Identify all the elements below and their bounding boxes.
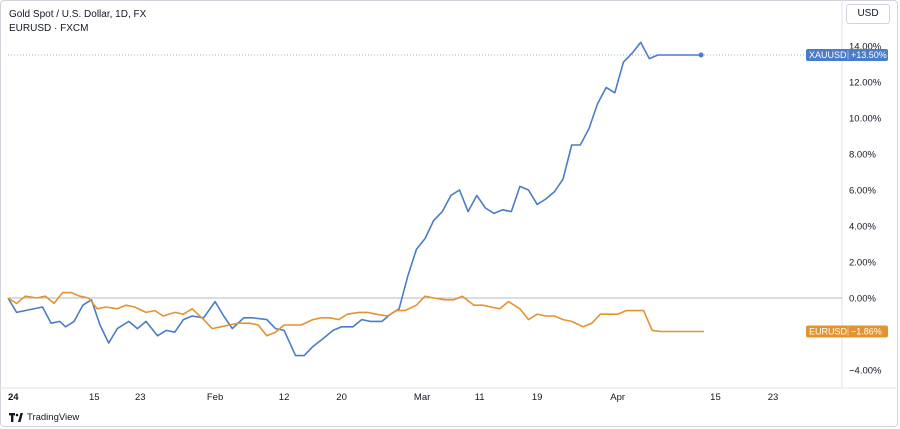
xauusd-badge-value: +13.50% xyxy=(851,50,887,60)
tradingview-brand-label: TradingView xyxy=(27,412,80,423)
y-tick-label: 0.00% xyxy=(849,294,876,305)
legend-main-symbol[interactable]: Gold Spot / U.S. Dollar, 1D, FX xyxy=(9,9,147,20)
x-tick-label: 23 xyxy=(135,392,146,403)
tradingview-logo[interactable]: TradingView xyxy=(9,412,79,423)
y-tick-label: 4.00% xyxy=(849,222,876,233)
x-tick-label: 15 xyxy=(710,392,721,403)
y-tick-label: 12.00% xyxy=(849,78,882,89)
xauusd-series-line[interactable] xyxy=(7,41,702,357)
y-tick-label: 8.00% xyxy=(849,150,876,161)
x-tick-label: 11 xyxy=(475,392,485,403)
x-tick-label: 19 xyxy=(532,392,543,403)
x-tick-label: 23 xyxy=(768,392,779,403)
eurusd-series-line[interactable] xyxy=(7,291,704,337)
currency-button[interactable]: USD xyxy=(846,4,890,24)
xauusd-price-badge[interactable] xyxy=(806,49,888,61)
y-tick-label: 2.00% xyxy=(849,258,876,269)
x-tick-label: Mar xyxy=(414,392,430,403)
xauusd-badge-symbol: XAUUSD xyxy=(809,50,847,60)
y-tick-label: −4.00% xyxy=(849,366,882,377)
y-tick-label: 14.00% xyxy=(849,42,882,53)
x-tick-label: 12 xyxy=(279,392,290,403)
y-tick-label: 6.00% xyxy=(849,186,876,197)
x-tick-label: 20 xyxy=(336,392,347,403)
eurusd-badge-symbol: EURUSD xyxy=(809,326,848,336)
tradingview-logo-icon xyxy=(9,413,23,422)
x-tick-label: Apr xyxy=(610,392,625,403)
xauusd-last-point xyxy=(698,52,704,58)
y-tick-label: 10.00% xyxy=(849,114,882,125)
x-tick-label: 15 xyxy=(89,392,100,403)
eurusd-price-badge[interactable] xyxy=(806,325,888,338)
x-tick-label: Feb xyxy=(207,392,223,403)
legend-compare-symbol[interactable]: EURUSD · FXCM xyxy=(9,23,89,34)
eurusd-badge-value: −1.86% xyxy=(851,326,882,336)
x-tick-label: 24 xyxy=(8,392,19,403)
chart-legend[interactable]: Gold Spot / U.S. Dollar, 1D, FX EURUSD ·… xyxy=(9,8,146,36)
